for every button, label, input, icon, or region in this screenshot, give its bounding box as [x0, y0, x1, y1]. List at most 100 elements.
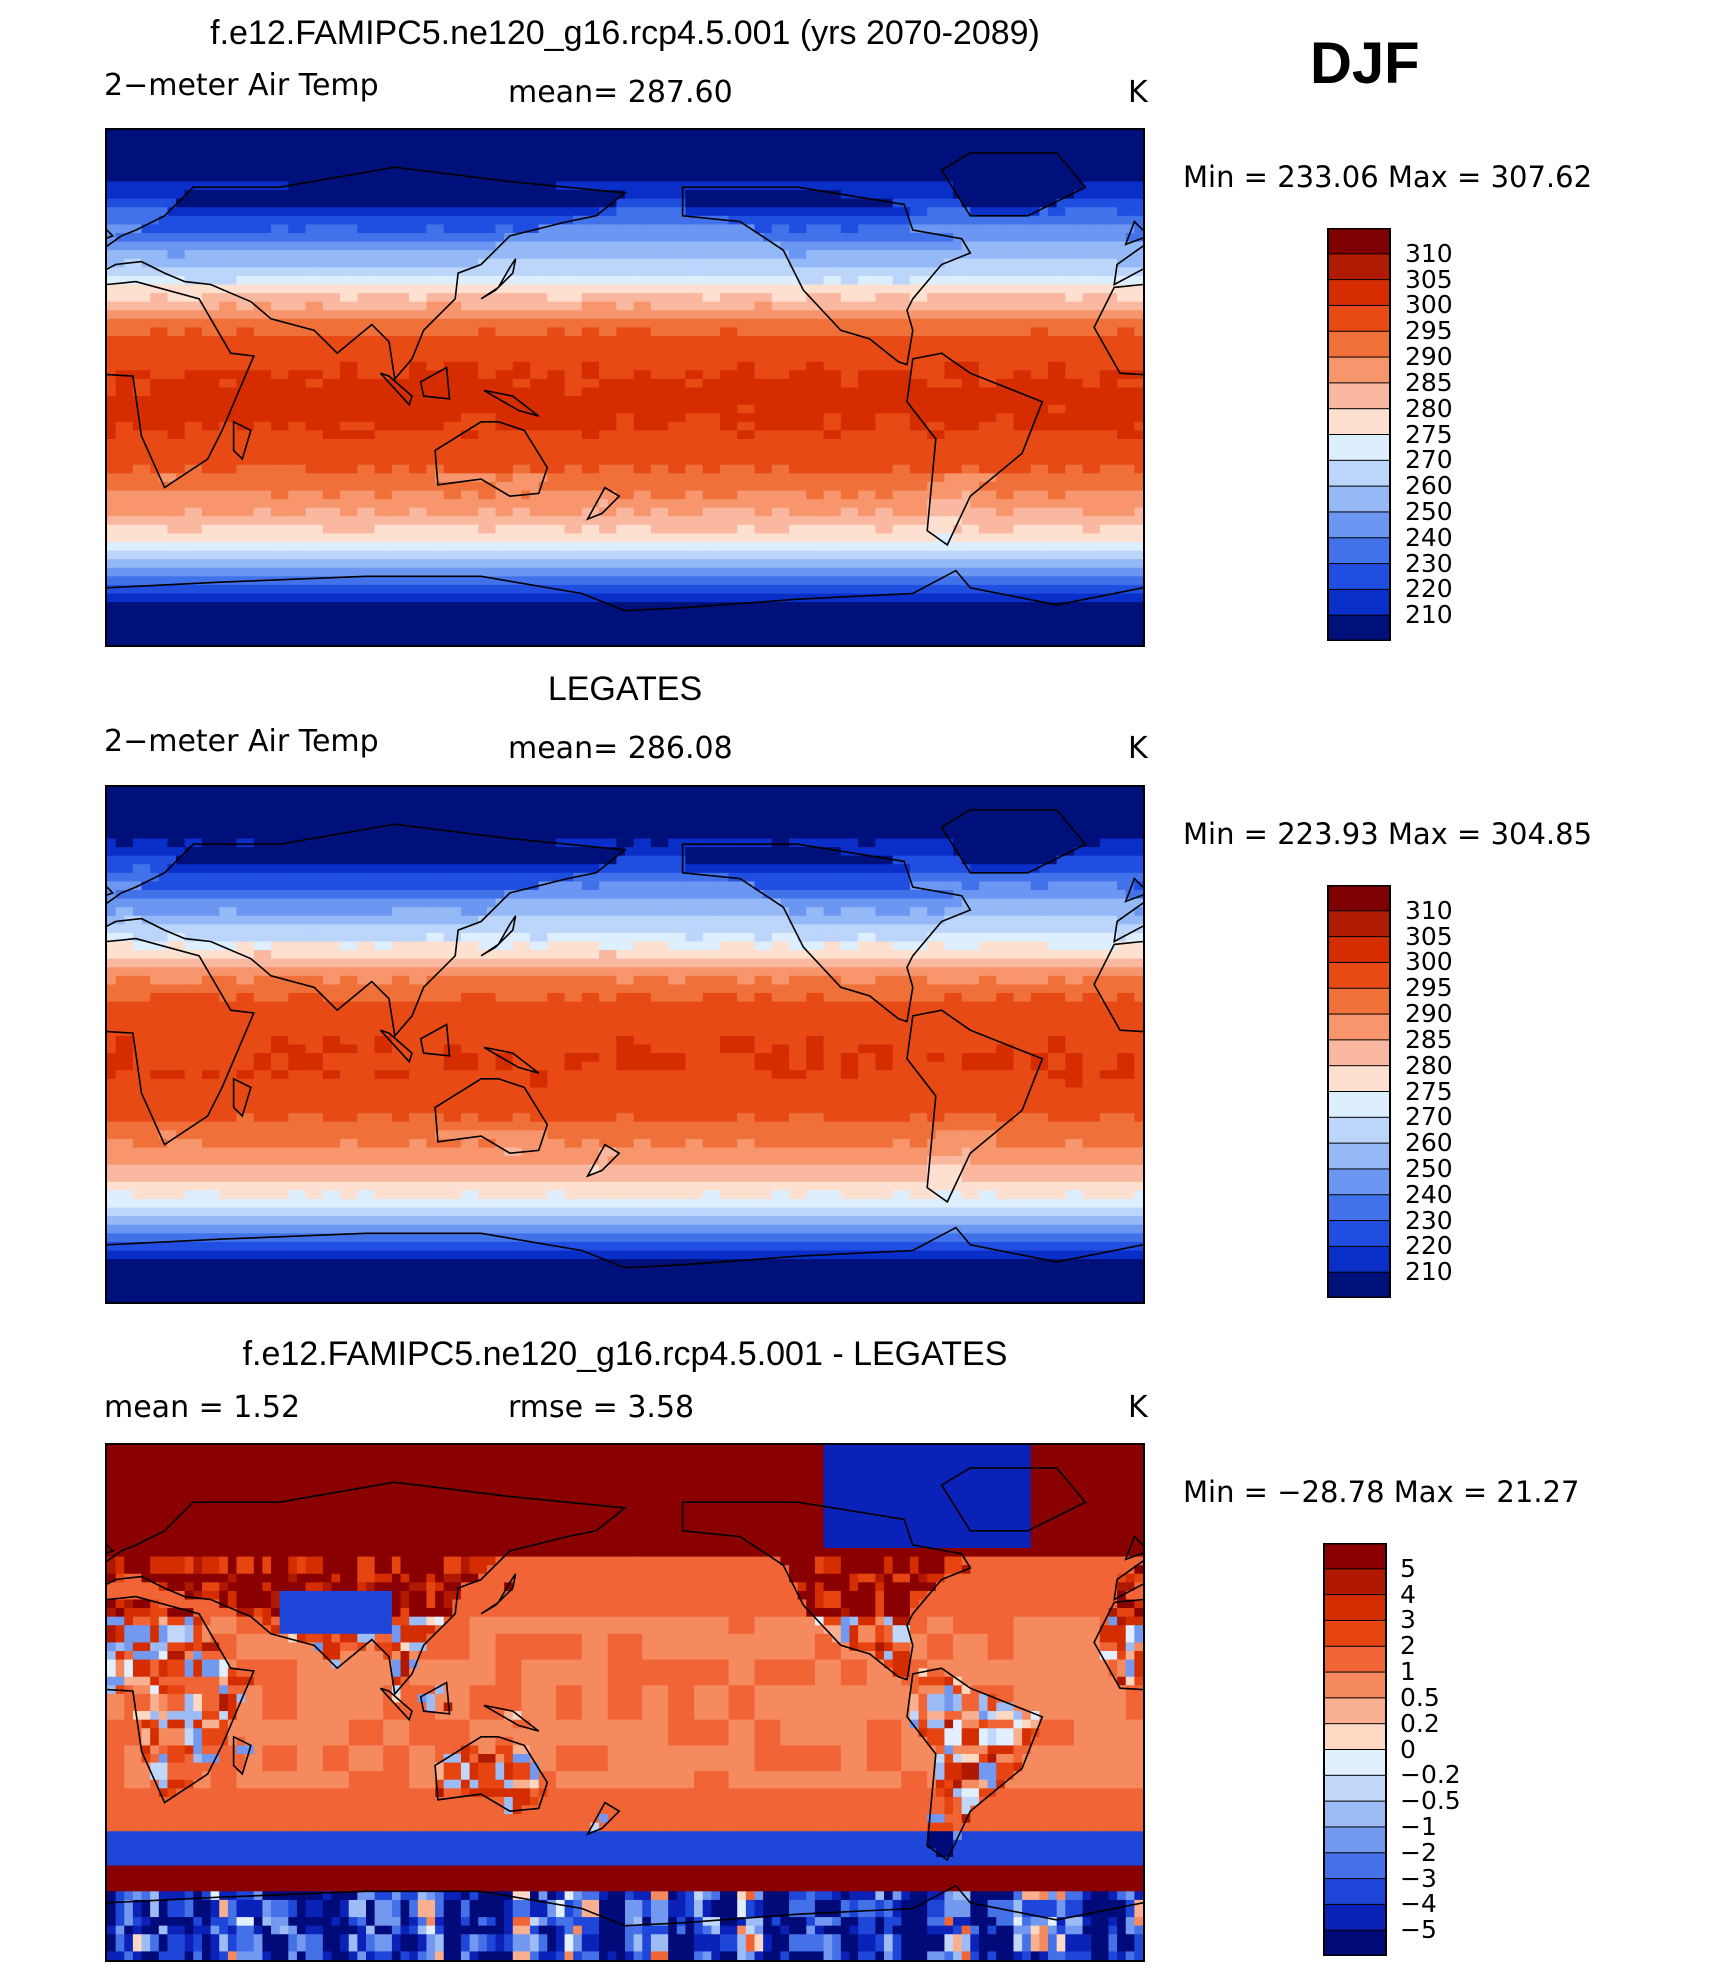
colorbar-tick-label: 230 [1405, 1206, 1453, 1235]
panel-1-title: f.e12.FAMIPC5.ne120_g16.rcp4.5.001 (yrs … [105, 14, 1145, 53]
panel-3-mean-label: mean = 1.52 [104, 1390, 300, 1425]
coastline-path [480, 1573, 517, 1615]
panel-2-title: LEGATES [105, 670, 1145, 709]
panel-1-field-plot [107, 130, 1143, 645]
field-cells [107, 130, 1143, 645]
colorbar-swatch [1327, 1194, 1391, 1222]
colorbar-swatch [1323, 1852, 1387, 1880]
panel-3-rmse-label: rmse = 3.58 [508, 1390, 694, 1425]
colorbar-tick-label: 275 [1405, 1077, 1453, 1106]
colorbar-tick-label: 0.5 [1400, 1683, 1440, 1712]
colorbar-swatch [1327, 884, 1391, 912]
panel-1-minmax: Min = 233.06 Max = 307.62 [1183, 160, 1592, 194]
colorbar-swatch [1327, 1091, 1391, 1119]
colorbar-swatch [1323, 1929, 1387, 1957]
panel-2-variable-label: 2−meter Air Temp [104, 724, 379, 759]
panel-2-units-label: K [1128, 731, 1148, 766]
antarctica-coastline [107, 1884, 1143, 1927]
coastline-path [940, 809, 1087, 874]
colorbar-tick-label: 5 [1400, 1554, 1416, 1583]
colorbar-tick-label: 295 [1405, 316, 1453, 345]
colorbar-tick-label: 210 [1405, 600, 1453, 629]
coastline-path [107, 823, 628, 1038]
panel-2-mean-label: mean= 286.08 [508, 731, 733, 766]
colorbar-tick-label: 230 [1405, 549, 1453, 578]
colorbar-swatch [1327, 356, 1391, 384]
colorbar-swatch [1323, 1774, 1387, 1803]
colorbar-tick-label: 290 [1405, 342, 1453, 371]
colorbar-swatch [1327, 279, 1391, 307]
panel-2-colorbar-swatches [1327, 884, 1391, 1299]
panel-1-variable-label: 2−meter Air Temp [104, 68, 379, 103]
colorbar-tick-label: −5 [1400, 1915, 1437, 1944]
coastline-path [906, 352, 1044, 547]
colorbar-swatch [1327, 987, 1391, 1016]
coastline-path [379, 372, 413, 407]
coastline-path [107, 1481, 628, 1696]
panel-2-field-plot [107, 787, 1143, 1302]
colorbar-swatch [1323, 1542, 1387, 1570]
panel-2-minmax: Min = 223.93 Max = 304.85 [1183, 817, 1592, 851]
colorbar-swatch [1323, 1878, 1387, 1906]
panel-3-map [105, 1443, 1145, 1962]
colorbar-border [1327, 884, 1391, 1299]
colorbar-tick-label: 285 [1405, 368, 1453, 397]
coastline-path [585, 486, 621, 521]
coastline-path [480, 258, 517, 300]
colorbar-swatch [1323, 1697, 1387, 1725]
panel-1-mean-label: mean= 287.60 [508, 75, 733, 110]
colorbar-tick-label: 290 [1405, 999, 1453, 1028]
colorbar-swatch [1327, 563, 1391, 591]
colorbar-tick-label: 2 [1400, 1631, 1416, 1660]
colorbar-swatch [1327, 961, 1391, 990]
colorbar-swatch [1327, 511, 1391, 539]
panel-3-colorbar-swatches [1323, 1542, 1387, 1957]
coastline-path [107, 937, 255, 1146]
colorbar-swatch [1327, 1116, 1391, 1145]
panel-1-colorbar [1327, 227, 1391, 646]
panel-2-map [105, 785, 1145, 1304]
colorbar-tick-label: 210 [1405, 1257, 1453, 1286]
colorbar-tick-label: −4 [1400, 1889, 1437, 1918]
colorbar-swatch [1323, 1645, 1387, 1674]
coastline-path [434, 421, 549, 498]
colorbar-tick-label: 300 [1405, 290, 1453, 319]
coastline-path [585, 1801, 621, 1836]
colorbar-swatch [1323, 1723, 1387, 1751]
coastline-path [940, 152, 1087, 217]
coastlines [107, 809, 1143, 1269]
coastline-path [434, 1736, 549, 1813]
coastline-path [681, 843, 972, 1023]
colorbar-swatch [1323, 1826, 1387, 1854]
colorbar-swatch [1323, 1800, 1387, 1828]
antarctica-coastline [107, 1226, 1143, 1269]
colorbar-tick-label: 300 [1405, 947, 1453, 976]
coastline-path [419, 1681, 451, 1715]
colorbar-swatch [1323, 1594, 1387, 1622]
colorbar-border [1327, 227, 1391, 642]
colorbar-swatch [1323, 1671, 1387, 1699]
coastline-path [107, 166, 628, 381]
colorbar-tick-label: 240 [1405, 1180, 1453, 1209]
colorbar-swatch [1327, 1065, 1391, 1093]
season-label: DJF [1310, 30, 1420, 97]
colorbar-tick-label: 280 [1405, 1051, 1453, 1080]
colorbar-tick-label: 305 [1405, 265, 1453, 294]
colorbar-tick-label: 310 [1405, 239, 1453, 268]
colorbar-tick-label: 310 [1405, 896, 1453, 925]
coastline-path [232, 420, 252, 461]
panel-2-colorbar [1327, 884, 1391, 1303]
coastline-path [1124, 1535, 1143, 1561]
colorbar-tick-label: 260 [1405, 471, 1453, 500]
colorbar-tick-label: −3 [1400, 1864, 1437, 1893]
colorbar-swatch [1327, 537, 1391, 565]
colorbar-tick-label: −1 [1400, 1812, 1437, 1841]
coastline-path [681, 1501, 972, 1681]
colorbar-swatch [1327, 408, 1391, 436]
panel-3-minmax: Min = −28.78 Max = 21.27 [1183, 1475, 1579, 1509]
colorbar-swatch [1323, 1619, 1387, 1648]
colorbar-swatch [1327, 304, 1391, 333]
colorbar-swatch [1327, 1220, 1391, 1248]
coastline-path [480, 915, 517, 957]
colorbar-tick-label: 4 [1400, 1580, 1416, 1609]
